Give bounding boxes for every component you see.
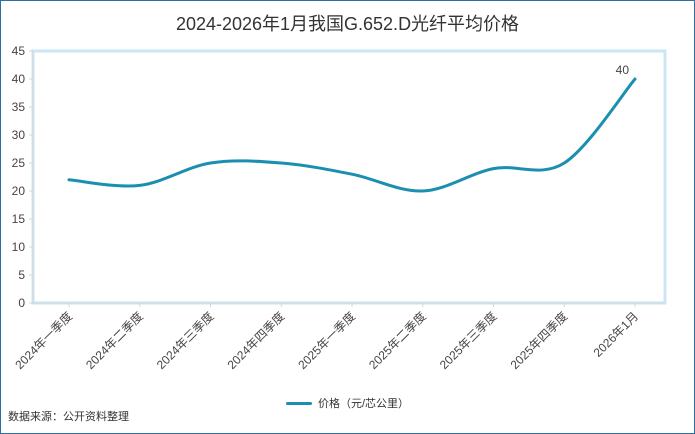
y-tick-label: 10 — [12, 240, 26, 254]
y-tick-label: 40 — [12, 72, 26, 86]
y-axis-ticks: 0 5 10 15 20 25 30 35 40 45 — [12, 44, 33, 310]
legend[interactable]: 价格（元/芯公里） — [0, 395, 695, 411]
y-tick-label: 45 — [12, 44, 26, 58]
legend-label: 价格（元/芯公里） — [317, 398, 410, 410]
y-tick-label: 25 — [12, 156, 26, 170]
y-tick-label: 5 — [18, 268, 25, 282]
series-line — [67, 77, 637, 193]
y-tick-label: 0 — [18, 296, 25, 310]
plot-area-border — [31, 49, 667, 305]
chart-title: 2024-2026年1月我国G.652.D光纤平均价格 — [175, 14, 520, 34]
x-tick-label: 2024年四季度 — [224, 309, 287, 372]
data-label-layer: 40 — [616, 63, 630, 77]
x-tick-label: 2024年二季度 — [82, 309, 145, 372]
y-tick-label: 35 — [12, 100, 26, 114]
x-tick-label: 2025年三季度 — [436, 309, 499, 372]
data-label: 40 — [616, 63, 630, 77]
x-tick-label: 2026年1月 — [591, 309, 641, 359]
y-tick-label: 15 — [12, 212, 26, 226]
source-note: 数据来源：公开资料整理 — [8, 411, 129, 423]
x-tick-label: 2025年四季度 — [507, 309, 570, 372]
x-tick-label: 2024年三季度 — [153, 309, 216, 372]
x-axis-ticks: 2024年一季度 2024年二季度 2024年三季度 2024年四季度 2025年一季度… — [12, 303, 641, 372]
series-layer — [67, 77, 637, 193]
legend-swatch — [285, 401, 312, 405]
y-tick-label: 20 — [12, 184, 26, 198]
x-tick-label: 2024年一季度 — [12, 309, 75, 372]
x-tick-label: 2025年二季度 — [365, 309, 428, 372]
y-tick-label: 30 — [12, 128, 26, 142]
x-tick-label: 2025年一季度 — [295, 309, 358, 372]
